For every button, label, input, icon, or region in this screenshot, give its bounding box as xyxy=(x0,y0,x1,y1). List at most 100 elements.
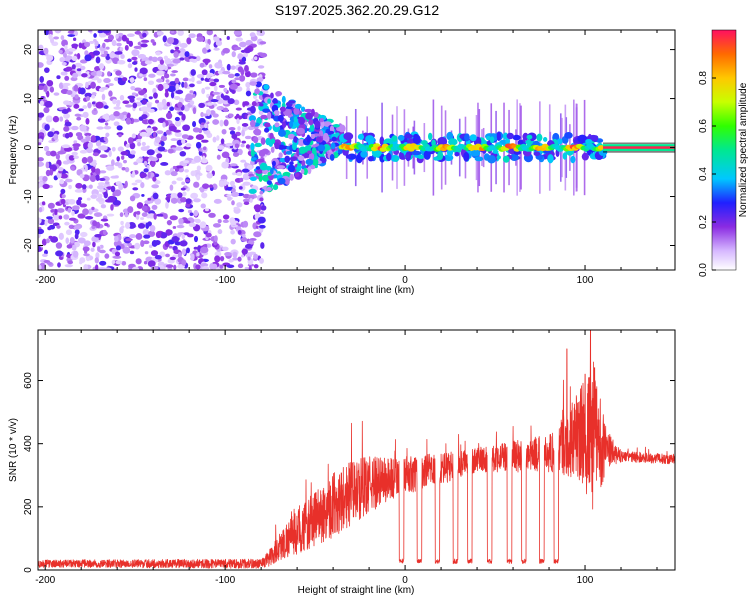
spectral-blob xyxy=(278,152,283,159)
spectral-blob xyxy=(144,200,152,205)
spectral-blob xyxy=(226,63,231,71)
spectral-blob xyxy=(68,155,75,161)
spectral-blob xyxy=(264,122,271,128)
spectral-blob xyxy=(102,30,111,34)
spectral-blob xyxy=(281,121,287,128)
spectral-blob xyxy=(228,258,234,263)
spectral-blob xyxy=(360,150,368,158)
spectral-blob xyxy=(39,100,44,107)
spectral-blob xyxy=(259,257,264,264)
spectral-blob xyxy=(404,133,414,139)
spectral-blob xyxy=(143,240,150,245)
spectral-blob xyxy=(49,86,55,93)
spectral-blob xyxy=(113,106,122,110)
spectral-blob xyxy=(72,72,79,79)
spectral-blob xyxy=(181,113,186,121)
spectrogram-y-axis: -20 -10 0 10 20 xyxy=(23,44,675,253)
spectral-blob xyxy=(91,206,95,211)
snr-x-label: Height of straight line (km) xyxy=(298,585,415,596)
spectral-blob xyxy=(85,135,91,142)
spectral-blob xyxy=(172,58,181,64)
spectral-blob xyxy=(168,125,177,132)
spectral-blob xyxy=(209,263,215,270)
spectral-blob xyxy=(165,79,170,83)
spectral-blob xyxy=(386,152,392,162)
spectral-blob xyxy=(47,202,55,209)
spectral-blob xyxy=(124,212,129,218)
spectral-blob xyxy=(222,214,230,220)
spectral-blob xyxy=(44,100,53,108)
spectral-blob xyxy=(66,90,73,95)
spectral-blob xyxy=(64,221,70,226)
spectral-blob xyxy=(188,56,197,60)
spectral-blob xyxy=(96,126,104,130)
spectral-blob xyxy=(175,165,184,169)
spectral-blob xyxy=(99,118,106,123)
spectral-blob xyxy=(200,122,206,126)
spectral-blob xyxy=(166,219,172,226)
y-tick-label: 400 xyxy=(23,435,34,452)
spectral-blob xyxy=(171,180,177,185)
spectral-blob xyxy=(170,197,178,204)
spectral-blob xyxy=(173,51,179,58)
spectral-blob xyxy=(289,156,298,162)
spectral-blob xyxy=(85,117,90,125)
spectral-blob xyxy=(80,231,88,238)
spectral-blob xyxy=(38,112,45,118)
spectral-blob xyxy=(165,129,172,135)
spectral-blob xyxy=(149,157,158,162)
spectral-blob xyxy=(185,143,192,148)
spectral-blob xyxy=(160,162,169,166)
spectral-blob xyxy=(184,220,191,224)
spectral-blob xyxy=(248,265,252,270)
spectral-blob xyxy=(262,93,267,98)
spectral-blob xyxy=(177,101,183,108)
spectral-blob xyxy=(68,184,72,190)
spectral-blob xyxy=(293,107,300,115)
spectral-blob xyxy=(45,150,52,156)
spectral-blob xyxy=(253,204,262,211)
spectral-blob xyxy=(332,124,340,128)
spectral-blob xyxy=(88,184,93,189)
spectral-blob xyxy=(242,52,249,58)
spectral-blob xyxy=(84,92,92,98)
spectral-blob xyxy=(237,256,242,262)
y-tick-label: 200 xyxy=(23,498,34,515)
spectral-blob xyxy=(48,34,53,40)
spectral-blob xyxy=(192,121,197,128)
spectral-blob xyxy=(72,37,77,42)
spectral-blob xyxy=(59,179,65,185)
spectral-blob xyxy=(169,215,178,221)
spectral-blob xyxy=(140,181,145,189)
spectral-blob xyxy=(65,229,72,236)
spectral-blob xyxy=(469,134,477,142)
spectral-blob xyxy=(98,177,106,181)
spectral-blob xyxy=(232,251,238,258)
spectral-blob xyxy=(47,226,52,231)
spectral-blob xyxy=(127,242,132,247)
spectral-blob xyxy=(99,145,108,151)
spectral-blob xyxy=(103,38,111,43)
spectral-blob xyxy=(296,127,305,135)
spectral-blob xyxy=(45,238,50,244)
spectral-blob xyxy=(206,73,211,79)
spectral-blob xyxy=(251,157,257,161)
spectral-blob xyxy=(142,32,147,38)
spectral-blob xyxy=(140,43,148,48)
spectral-blob xyxy=(119,226,124,234)
spectral-blob xyxy=(117,60,126,65)
spectral-blob xyxy=(111,146,116,152)
spectral-blob xyxy=(222,95,230,101)
spectral-blob xyxy=(156,78,164,83)
spectral-blob xyxy=(160,135,168,142)
spectral-blob xyxy=(60,35,65,41)
spectral-blob xyxy=(186,37,192,45)
spectral-blob xyxy=(247,194,255,200)
spectral-blob xyxy=(46,216,53,220)
spectral-blob xyxy=(165,264,174,268)
spectral-blob xyxy=(187,209,193,214)
spectral-blob xyxy=(214,62,223,69)
spectral-blob xyxy=(158,107,163,111)
spectral-blob xyxy=(132,187,139,191)
spectral-blob xyxy=(152,192,159,200)
